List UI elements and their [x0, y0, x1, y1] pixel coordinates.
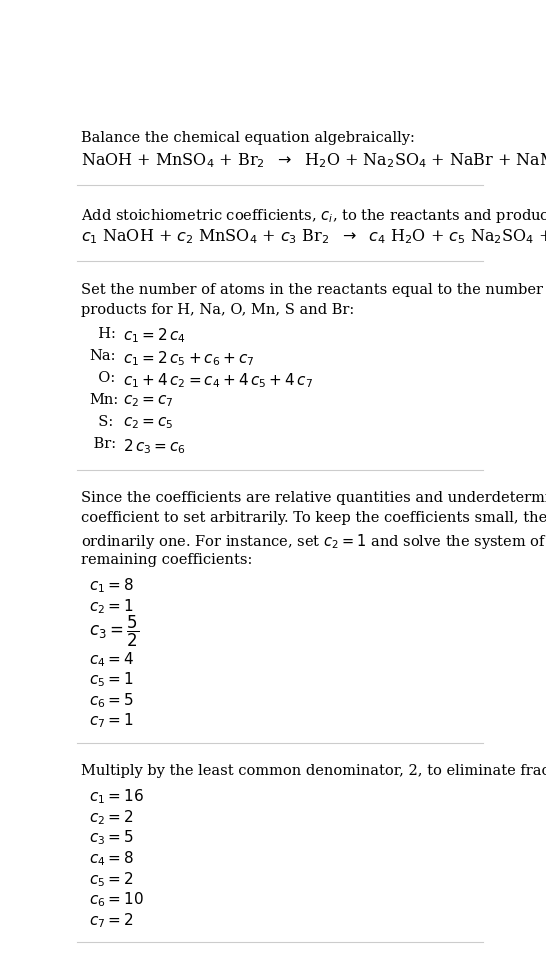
Text: Set the number of atoms in the reactants equal to the number of atoms in the: Set the number of atoms in the reactants… [81, 283, 546, 296]
Text: ordinarily one. For instance, set $c_2 = 1$ and solve the system of equations fo: ordinarily one. For instance, set $c_2 =… [81, 532, 546, 551]
Text: $c_1 = 8$: $c_1 = 8$ [90, 576, 134, 595]
Text: $c_1 + 4\,c_2 = c_4 + 4\,c_5 + 4\,c_7$: $c_1 + 4\,c_2 = c_4 + 4\,c_5 + 4\,c_7$ [123, 371, 313, 390]
Text: Mn:: Mn: [90, 393, 118, 407]
Text: H:: H: [90, 327, 116, 340]
Text: coefficient to set arbitrarily. To keep the coefficients small, the arbitrary va: coefficient to set arbitrarily. To keep … [81, 511, 546, 526]
Text: NaOH + MnSO$_4$ + Br$_2$  $\rightarrow$  H$_2$O + Na$_2$SO$_4$ + NaBr + NaMnO$_4: NaOH + MnSO$_4$ + Br$_2$ $\rightarrow$ H… [81, 152, 546, 170]
Text: $c_2 = c_5$: $c_2 = c_5$ [123, 415, 174, 431]
Text: $c_4 = 8$: $c_4 = 8$ [90, 849, 134, 868]
Text: products for H, Na, O, Mn, S and Br:: products for H, Na, O, Mn, S and Br: [81, 303, 354, 317]
Text: $c_6 = 5$: $c_6 = 5$ [90, 691, 134, 709]
Text: Add stoichiometric coefficients, $c_i$, to the reactants and products:: Add stoichiometric coefficients, $c_i$, … [81, 206, 546, 225]
Text: Balance the chemical equation algebraically:: Balance the chemical equation algebraica… [81, 131, 415, 145]
Text: Na:: Na: [90, 349, 116, 363]
Text: S:: S: [90, 415, 114, 429]
Text: Br:: Br: [90, 437, 116, 451]
Text: $c_5 = 2$: $c_5 = 2$ [90, 870, 134, 889]
Text: remaining coefficients:: remaining coefficients: [81, 553, 252, 567]
Text: $c_1$ NaOH + $c_2$ MnSO$_4$ + $c_3$ Br$_2$  $\rightarrow$  $c_4$ H$_2$O + $c_5$ : $c_1$ NaOH + $c_2$ MnSO$_4$ + $c_3$ Br$_… [81, 228, 546, 246]
Text: $c_7 = 1$: $c_7 = 1$ [90, 711, 134, 730]
Text: O:: O: [90, 371, 116, 385]
Text: $c_3 = 5$: $c_3 = 5$ [90, 829, 134, 847]
Text: $c_6 = 10$: $c_6 = 10$ [90, 891, 144, 909]
Text: $c_1 = 16$: $c_1 = 16$ [90, 788, 144, 806]
Text: $c_2 = c_7$: $c_2 = c_7$ [123, 393, 174, 408]
Text: $c_3 = \dfrac{5}{2}$: $c_3 = \dfrac{5}{2}$ [90, 614, 139, 649]
Text: Multiply by the least common denominator, 2, to eliminate fractional coefficient: Multiply by the least common denominator… [81, 764, 546, 778]
Text: $c_2 = 1$: $c_2 = 1$ [90, 597, 134, 616]
Text: $c_4 = 4$: $c_4 = 4$ [90, 650, 134, 668]
Text: $c_5 = 1$: $c_5 = 1$ [90, 670, 134, 689]
Text: $c_2 = 2$: $c_2 = 2$ [90, 808, 134, 827]
Text: $c_1 = 2\,c_5 + c_6 + c_7$: $c_1 = 2\,c_5 + c_6 + c_7$ [123, 349, 255, 367]
Text: $c_1 = 2\,c_4$: $c_1 = 2\,c_4$ [123, 327, 186, 345]
Text: $c_7 = 2$: $c_7 = 2$ [90, 911, 134, 930]
Text: $2\,c_3 = c_6$: $2\,c_3 = c_6$ [123, 437, 186, 456]
Text: Since the coefficients are relative quantities and underdetermined, choose a: Since the coefficients are relative quan… [81, 490, 546, 505]
